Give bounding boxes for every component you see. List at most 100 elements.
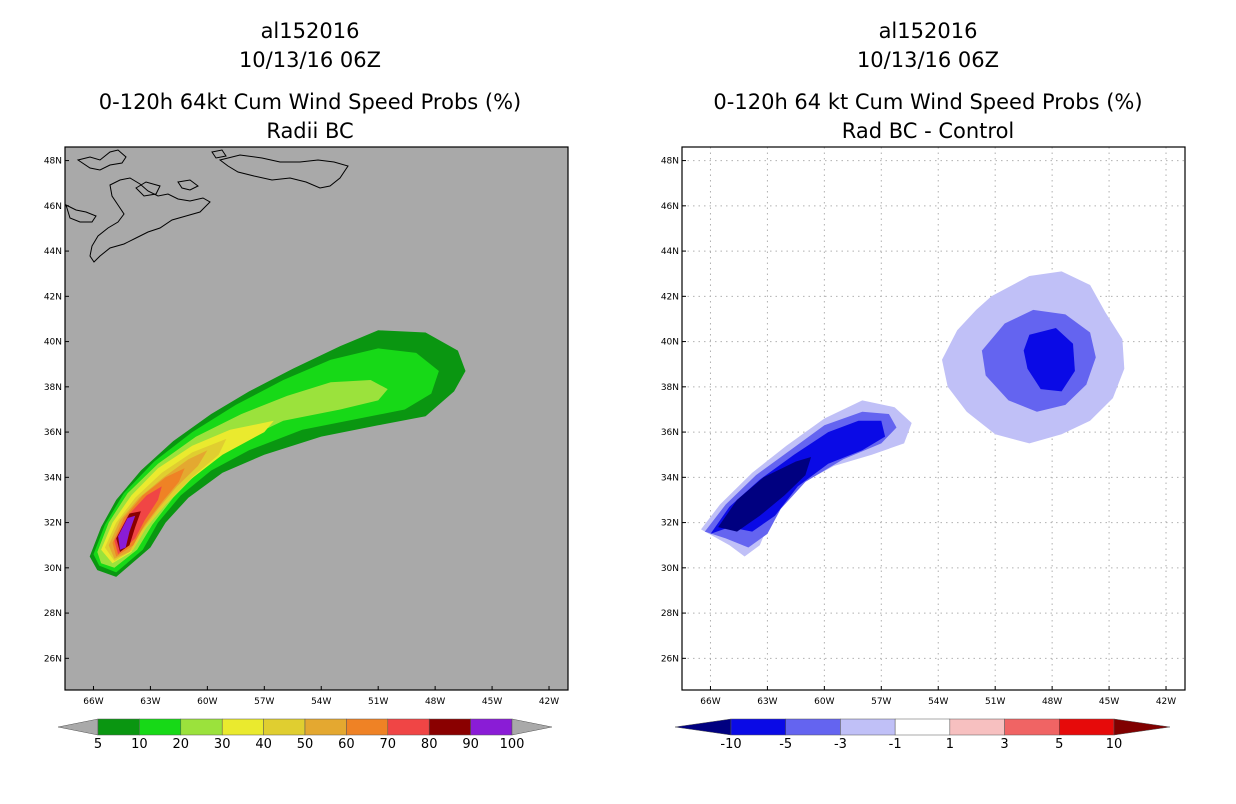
y-tick-label: 40N xyxy=(44,338,62,348)
left-x-axis: 66W 63W 60W 57W 54W 51W 48W 45W 42W xyxy=(83,686,559,707)
y-tick-label: 46N xyxy=(44,202,62,212)
right-title-date: 10/13/16 06Z xyxy=(857,48,999,72)
right-plot-frame xyxy=(681,146,1186,691)
colorbar-segment xyxy=(263,718,306,736)
x-tick-label: 60W xyxy=(814,697,834,707)
colorbar-segment xyxy=(221,718,264,736)
left-coastline xyxy=(65,149,349,263)
colorbar-low-extend xyxy=(674,718,732,736)
colorbar-high-extend xyxy=(1113,718,1171,736)
y-tick-label: 36N xyxy=(44,428,62,438)
right-colorbar: -10 -5 -3 -1 1 3 5 10 xyxy=(674,718,1171,752)
x-tick-label: 51W xyxy=(985,697,1005,707)
colorbar-segment xyxy=(180,718,223,736)
y-tick-label: 48N xyxy=(44,157,62,167)
right-x-axis: 66W 63W 60W 57W 54W 51W 48W 45W 42W xyxy=(700,686,1176,707)
x-tick-label: 57W xyxy=(254,697,274,707)
colorbar-segment xyxy=(387,718,430,736)
colorbar-segment xyxy=(346,718,389,736)
colorbar-label: -10 xyxy=(720,737,741,752)
x-tick-label: 48W xyxy=(1042,697,1062,707)
y-tick-label: 36N xyxy=(661,428,679,438)
colorbar-label: 3 xyxy=(1000,737,1008,752)
x-tick-label: 45W xyxy=(1099,697,1119,707)
right-title-subtitle: Rad BC - Control xyxy=(842,119,1015,143)
x-tick-label: 63W xyxy=(757,697,777,707)
y-tick-label: 42N xyxy=(44,292,62,302)
colorbar-segment xyxy=(785,718,841,736)
y-tick-label: 26N xyxy=(44,654,62,664)
left-y-axis: 26N 28N 30N 32N 34N 36N 38N 40N 42N 44N 46N 48N xyxy=(44,157,69,664)
colorbar-segment xyxy=(949,718,1005,736)
left-panel: al152016 10/13/16 06Z 0-120h 64kt Cum Wi… xyxy=(44,19,569,752)
left-title-product: 0-120h 64kt Cum Wind Speed Probs (%) xyxy=(99,90,521,114)
y-tick-label: 34N xyxy=(44,473,62,483)
colorbar-low-extend xyxy=(57,718,99,736)
left-contours xyxy=(89,330,466,577)
y-tick-label: 38N xyxy=(661,383,679,393)
y-tick-label: 32N xyxy=(661,519,679,529)
right-contours xyxy=(701,271,1125,557)
colorbar-label: 5 xyxy=(1055,737,1063,752)
colorbar-segment xyxy=(1004,718,1060,736)
colorbar-segment xyxy=(470,718,513,736)
x-tick-label: 66W xyxy=(83,697,103,707)
y-tick-label: 44N xyxy=(44,247,62,257)
x-tick-label: 42W xyxy=(539,697,559,707)
x-tick-label: 66W xyxy=(700,697,720,707)
y-tick-label: 30N xyxy=(661,564,679,574)
contour--10 xyxy=(718,457,812,532)
colorbar-label: 20 xyxy=(173,737,190,752)
colorbar-segment xyxy=(840,718,896,736)
right-panel: al152016 10/13/16 06Z 0-120h 64 kt Cum W… xyxy=(661,19,1186,752)
right-y-axis: 26N 28N 30N 32N 34N 36N 38N 40N 42N 44N 46N 48N xyxy=(661,157,686,664)
x-tick-label: 51W xyxy=(368,697,388,707)
x-tick-label: 54W xyxy=(311,697,331,707)
colorbar-segment xyxy=(894,718,951,736)
colorbar-label: 5 xyxy=(94,737,102,752)
y-tick-label: 34N xyxy=(661,473,679,483)
left-colorbar: 5 10 20 30 40 50 60 70 80 90 100 xyxy=(57,718,553,752)
x-tick-label: 60W xyxy=(197,697,217,707)
y-tick-label: 28N xyxy=(44,609,62,619)
colorbar-segment xyxy=(730,718,786,736)
colorbar-label: -1 xyxy=(889,737,902,752)
colorbar-label: 90 xyxy=(462,737,479,752)
contour-90 xyxy=(118,515,136,550)
colorbar-label: 70 xyxy=(380,737,397,752)
y-tick-label: 48N xyxy=(661,157,679,167)
right-title-product: 0-120h 64 kt Cum Wind Speed Probs (%) xyxy=(713,90,1142,114)
x-tick-label: 48W xyxy=(425,697,445,707)
x-tick-label: 57W xyxy=(871,697,891,707)
x-tick-label: 54W xyxy=(928,697,948,707)
y-tick-label: 46N xyxy=(661,202,679,212)
left-plot-frame xyxy=(64,146,569,691)
colorbar-segment xyxy=(139,718,182,736)
colorbar-label: 60 xyxy=(338,737,355,752)
right-grid xyxy=(682,147,1185,690)
x-tick-label: 63W xyxy=(140,697,160,707)
colorbar-segment xyxy=(97,718,140,736)
colorbar-label: 40 xyxy=(255,737,272,752)
x-tick-label: 42W xyxy=(1156,697,1176,707)
y-tick-label: 40N xyxy=(661,338,679,348)
left-title-date: 10/13/16 06Z xyxy=(239,48,381,72)
y-tick-label: 42N xyxy=(661,292,679,302)
y-tick-label: 28N xyxy=(661,609,679,619)
left-title-subtitle: Radii BC xyxy=(266,119,353,143)
y-tick-label: 30N xyxy=(44,564,62,574)
y-tick-label: 32N xyxy=(44,519,62,529)
colorbar-high-extend xyxy=(511,718,553,736)
colorbar-label: -5 xyxy=(779,737,792,752)
colorbar-label: 30 xyxy=(214,737,231,752)
y-tick-label: 44N xyxy=(661,247,679,257)
contour--5 xyxy=(1023,328,1075,392)
colorbar-label: 100 xyxy=(500,737,525,752)
x-tick-label: 45W xyxy=(482,697,502,707)
colorbar-label: 10 xyxy=(1106,737,1123,752)
right-title-storm-id: al152016 xyxy=(879,19,978,43)
colorbar-segment xyxy=(428,718,471,736)
colorbar-label: 10 xyxy=(131,737,148,752)
left-title-storm-id: al152016 xyxy=(261,19,360,43)
